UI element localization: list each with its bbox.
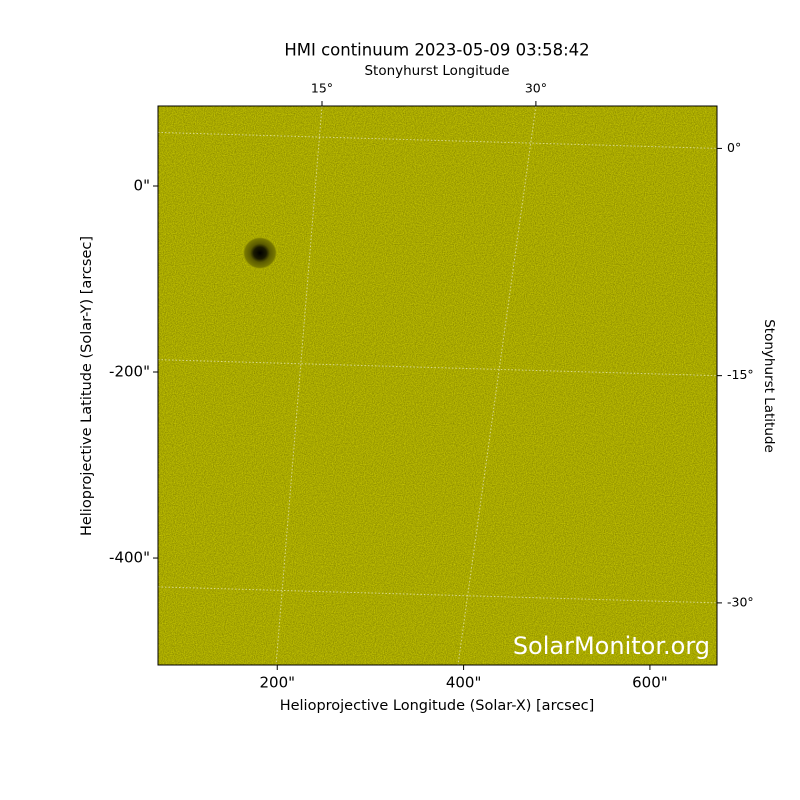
- y-tick-label: -400": [109, 549, 150, 567]
- grid-line: [275, 106, 323, 665]
- x-axis-label: Helioprojective Longitude (Solar-X) [arc…: [280, 698, 595, 714]
- y2-axis-label: Stonyhurst Latitude: [761, 319, 777, 453]
- grid-line: [457, 106, 537, 665]
- x-tick-label: 200": [259, 674, 295, 692]
- x2-tick-label: 30°: [525, 81, 547, 96]
- watermark: SolarMonitor.org: [513, 632, 710, 660]
- x2-tick-label: 15°: [311, 81, 333, 96]
- image-texture: [158, 106, 717, 665]
- x-tick-label: 400": [446, 674, 482, 692]
- x2-axis-label: Stonyhurst Longitude: [364, 63, 509, 79]
- y-axis-label: Helioprojective Latitude (Solar-Y) [arcs…: [79, 236, 95, 536]
- y-tick-label: -200": [109, 363, 150, 381]
- x-tick-label: 600": [632, 674, 668, 692]
- grid-line: [158, 586, 717, 604]
- image-features: [158, 106, 717, 665]
- grid-line: [158, 131, 717, 149]
- y-tick-label: 0": [134, 176, 150, 194]
- plot-frame: [157, 105, 718, 666]
- chart-title: HMI continuum 2023-05-09 03:58:42: [284, 41, 589, 60]
- sunspot: [242, 236, 278, 270]
- grid: [158, 106, 717, 665]
- grid-line: [158, 359, 717, 377]
- y2-tick-label: 0°: [727, 140, 741, 155]
- y2-tick-label: -15°: [727, 367, 754, 382]
- y2-tick-label: -30°: [727, 594, 754, 609]
